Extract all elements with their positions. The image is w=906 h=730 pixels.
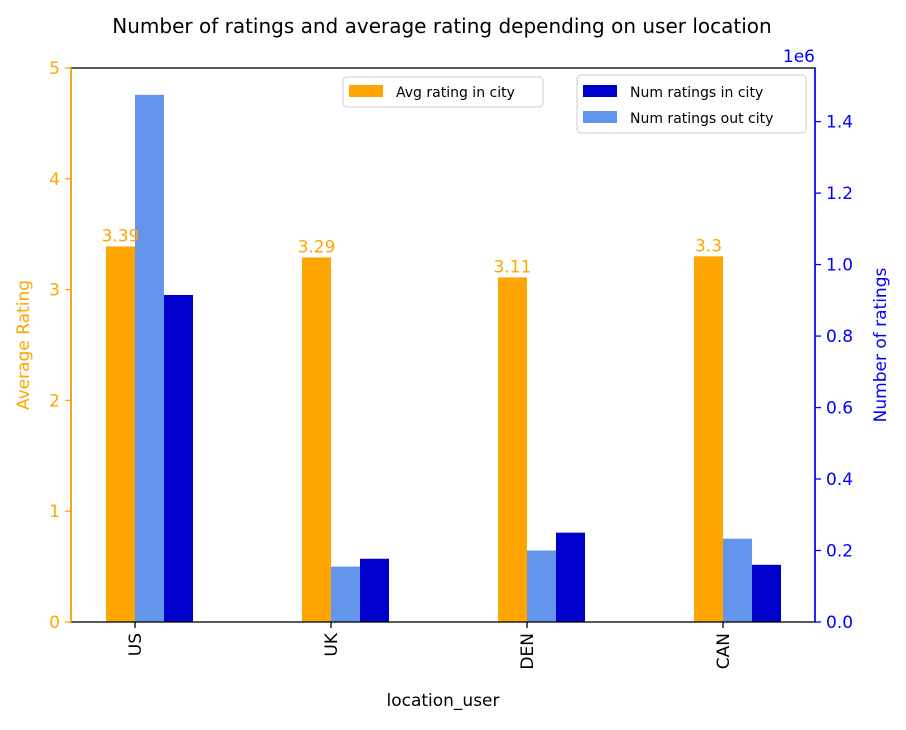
chart-title: Number of ratings and average rating dep… — [112, 14, 771, 38]
left-axis-label: Average Rating — [14, 280, 34, 410]
tick-label: 2 — [49, 391, 60, 411]
bar — [164, 294, 193, 622]
right-axis-label: Number of ratings — [871, 268, 891, 423]
legend-num-ratings: Num ratings in city Num ratings out city — [576, 74, 807, 134]
tick-label: 0.6 — [826, 399, 853, 419]
tick-label: 5 — [49, 59, 60, 79]
legend-entry-label: Avg rating in city — [396, 85, 515, 101]
bar — [135, 94, 164, 622]
category-label: US — [126, 633, 146, 656]
tick-label: 0.8 — [826, 327, 853, 347]
data-label: 3.29 — [298, 237, 336, 257]
data-labels-layer: 3.39 3.29 3.11 3.3 — [102, 226, 722, 277]
legend-swatch — [583, 85, 617, 97]
legend-frame — [342, 76, 544, 108]
bar — [302, 257, 331, 622]
tick-label: 1.2 — [826, 184, 853, 204]
bar — [360, 558, 389, 622]
tick-label: 3 — [49, 281, 60, 301]
tick-label: 0.4 — [826, 470, 853, 490]
left-axis-ticks: 0 1 2 3 4 5 — [49, 59, 71, 633]
bar — [723, 538, 752, 622]
bars-layer — [106, 94, 781, 622]
category-label: UK — [322, 632, 342, 656]
tick-label: 1 — [49, 502, 60, 522]
legend-swatch — [349, 85, 383, 97]
category-label: CAN — [714, 633, 734, 669]
bar — [556, 532, 585, 622]
bar — [106, 246, 135, 622]
legend-frame — [576, 74, 807, 134]
x-axis-label: location_user — [386, 691, 499, 711]
right-axis-offset-text: 1e6 — [783, 47, 815, 67]
data-label: 3.39 — [102, 226, 140, 246]
tick-label: 0 — [49, 613, 60, 633]
bar — [331, 566, 360, 622]
bar — [527, 550, 556, 622]
tick-label: 4 — [49, 170, 60, 190]
bar — [498, 277, 527, 622]
legend-swatch — [583, 111, 617, 123]
x-axis-ticks: US UK DEN CAN — [126, 622, 734, 670]
legend-avg-rating: Avg rating in city — [342, 76, 544, 108]
category-label: DEN — [518, 633, 538, 670]
tick-label: 0.2 — [826, 542, 853, 562]
legend-entry-label: Num ratings in city — [630, 85, 763, 101]
data-label: 3.11 — [494, 257, 532, 277]
tick-label: 1.4 — [826, 113, 853, 133]
legend-entry-label: Num ratings out city — [630, 111, 773, 127]
right-axis-ticks: 0.0 0.2 0.4 0.6 0.8 1.0 1.2 1.4 — [815, 113, 853, 633]
data-label: 3.3 — [695, 236, 722, 256]
bar — [694, 256, 723, 622]
tick-label: 0.0 — [826, 613, 853, 633]
bar — [752, 564, 781, 622]
tick-label: 1.0 — [826, 256, 853, 276]
